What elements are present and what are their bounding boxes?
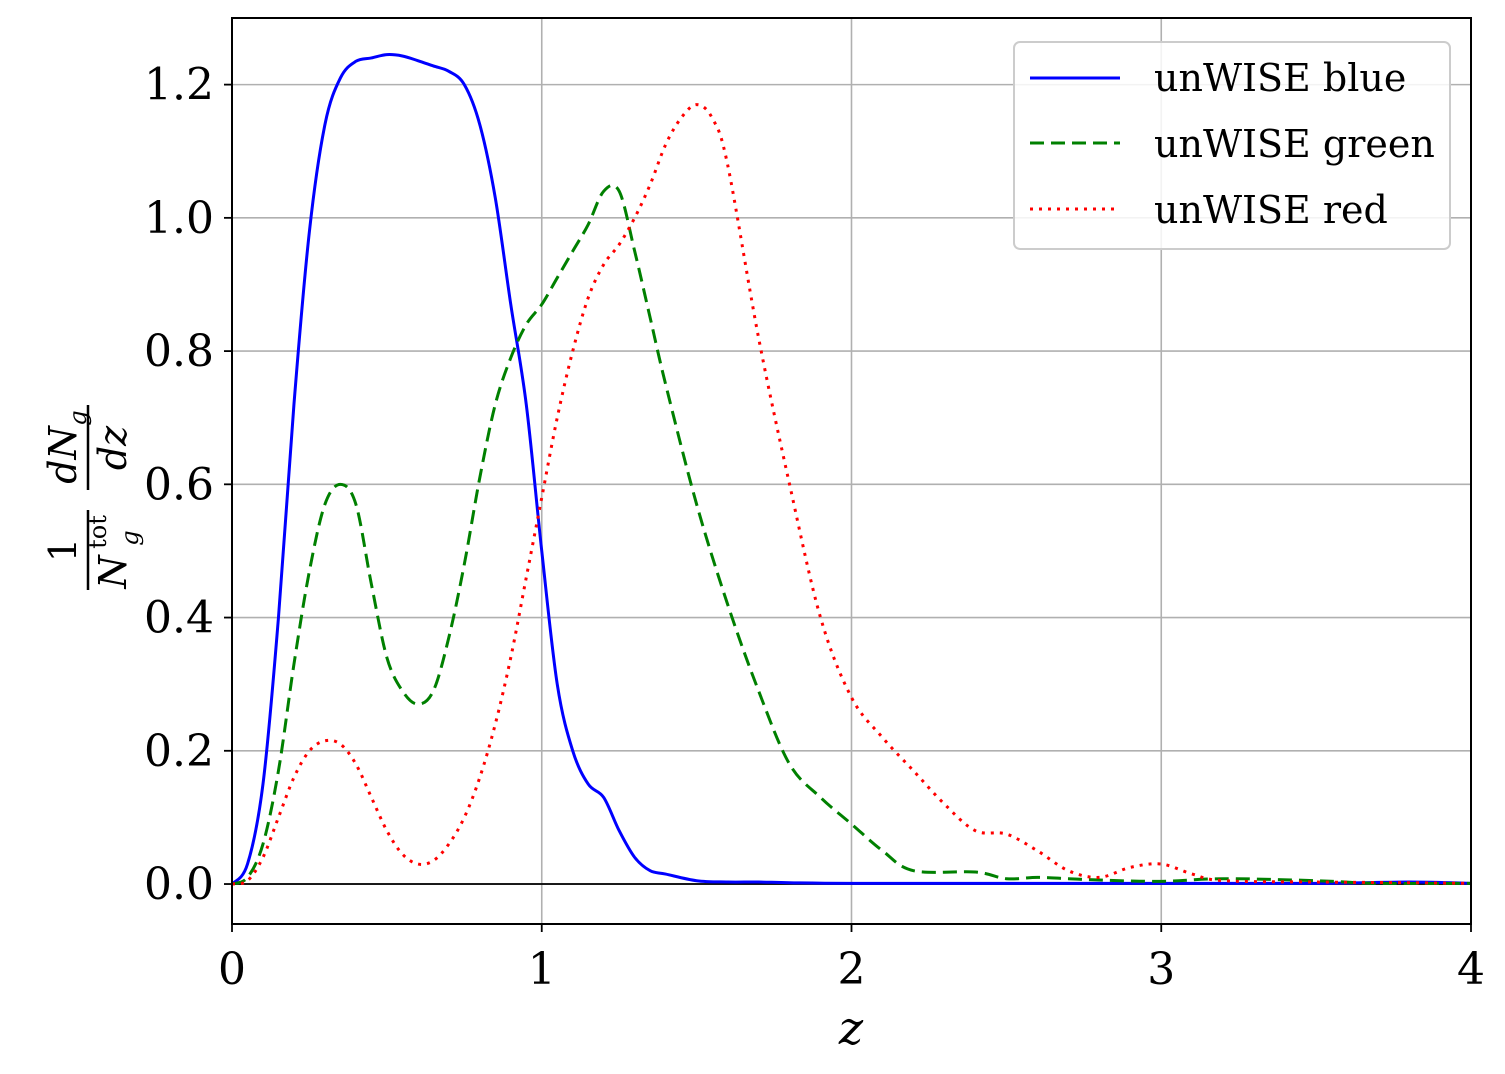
y-tick-label-6: 1.2	[144, 60, 214, 111]
legend-box	[1013, 41, 1451, 250]
x-tick-label-0: 0	[218, 944, 246, 995]
y-label-numerator-right: dN	[41, 424, 85, 483]
y-tick-label-1: 0.2	[144, 726, 214, 777]
legend-label-green: unWISE green	[1154, 122, 1435, 166]
x-tick-label-1: 1	[528, 944, 556, 995]
y-label-numerator-left: 1	[41, 538, 85, 562]
legend: unWISE blue unWISE green unWISE red	[1013, 41, 1451, 250]
x-axis-label: z	[838, 1001, 864, 1055]
x-tick-label-2: 2	[838, 944, 866, 995]
y-tick-label-4: 0.8	[144, 326, 214, 377]
y-tick-label-0: 0.0	[144, 859, 214, 910]
y-tick-label-5: 1.0	[144, 193, 214, 244]
y-label-denominator-left-sup: tot	[84, 515, 112, 549]
y-label-denominator-right: dz	[91, 425, 135, 470]
series-line-green	[231, 183, 1472, 886]
y-label-denominator-left-sub: g	[116, 530, 144, 545]
x-tick-label-4: 4	[1457, 944, 1485, 995]
legend-label-blue: unWISE blue	[1154, 56, 1406, 100]
y-label-numerator-right-sub: g	[64, 410, 92, 425]
series-line-blue	[230, 53, 1472, 886]
axis-ticks: 0 1 2 3 4 0.0 0.2 0.4 0.6 0.8 1.0 1.2	[144, 60, 1485, 995]
y-tick-label-2: 0.4	[144, 593, 214, 644]
series-lines	[230, 53, 1472, 886]
y-label-denominator-left: N	[91, 554, 135, 590]
y-axis-label: 1 N tot g dN g dz	[41, 405, 144, 590]
x-tick-label-3: 3	[1147, 944, 1175, 995]
y-tick-label-3: 0.6	[144, 459, 214, 510]
legend-label-red: unWISE red	[1154, 188, 1388, 232]
series-line-red	[231, 103, 1472, 886]
